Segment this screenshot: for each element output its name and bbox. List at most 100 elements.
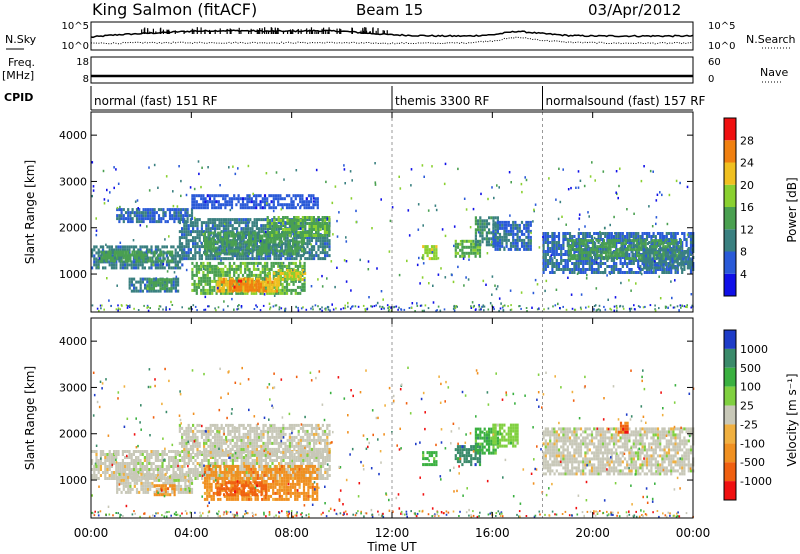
heatmap-cell xyxy=(295,236,298,240)
heatmap-cell xyxy=(645,257,648,261)
heatmap-cell xyxy=(604,262,607,265)
heatmap-speckle xyxy=(192,304,195,307)
heatmap-speckle xyxy=(456,305,458,308)
heatmap-cell xyxy=(223,234,226,238)
heatmap-cell xyxy=(488,216,491,220)
heatmap-cell xyxy=(241,200,245,204)
heatmap-cell xyxy=(219,273,223,277)
heatmap-cell xyxy=(286,275,289,278)
heatmap-cell xyxy=(205,230,208,234)
heatmap-cell xyxy=(268,206,271,210)
heatmap-cell xyxy=(671,248,674,252)
heatmap-cell xyxy=(204,206,207,210)
heatmap-cell xyxy=(606,259,609,262)
heatmap-cell xyxy=(117,471,120,474)
heatmap-cell xyxy=(227,289,230,293)
heatmap-cell xyxy=(104,459,107,462)
heatmap-cell xyxy=(594,245,597,249)
heatmap-cell xyxy=(244,285,247,289)
heatmap-cell xyxy=(193,206,196,210)
heatmap-cell xyxy=(239,206,242,210)
heatmap-cell xyxy=(632,241,635,244)
heatmap-cell xyxy=(617,256,620,259)
heatmap-cell xyxy=(498,247,502,251)
heatmap-cell xyxy=(292,200,295,204)
heatmap-cell xyxy=(422,245,425,249)
heatmap-cell xyxy=(520,244,524,248)
heatmap-cell xyxy=(259,270,262,274)
heatmap-cell xyxy=(277,225,280,228)
heatmap-cell xyxy=(588,265,591,268)
heatmap-cell xyxy=(634,232,638,235)
heatmap-cell xyxy=(242,254,245,258)
heatmap-cell xyxy=(195,267,198,271)
heatmap-cell xyxy=(255,257,258,261)
heatmap-speckle xyxy=(452,307,455,310)
heatmap-cell xyxy=(301,285,304,289)
heatmap-cell xyxy=(621,235,624,238)
heatmap-cell xyxy=(454,254,457,258)
heatmap-cell xyxy=(93,465,96,468)
heatmap-cell xyxy=(597,271,600,274)
heatmap-cell xyxy=(100,253,103,257)
heatmap-speckle xyxy=(101,304,103,307)
heatmap-cell xyxy=(162,211,165,215)
heatmap-cell xyxy=(518,226,521,230)
heatmap-cell xyxy=(496,241,499,245)
noise-right-label: N.Search xyxy=(746,33,796,46)
heatmap-speckle xyxy=(576,272,579,275)
noise-sky-line xyxy=(90,29,694,39)
heatmap-cell xyxy=(544,256,547,259)
heatmap-cell xyxy=(214,218,217,222)
heatmap-speckle xyxy=(134,200,137,203)
heatmap-cell xyxy=(681,241,684,244)
heatmap-speckle xyxy=(132,239,135,242)
heatmap-cell xyxy=(229,279,232,283)
heatmap-cell xyxy=(304,248,307,252)
heatmap-cell xyxy=(461,245,464,249)
heatmap-cell xyxy=(599,265,602,268)
heatmap-cell xyxy=(689,235,693,238)
heatmap-cell xyxy=(582,259,585,262)
heatmap-cell xyxy=(288,203,291,207)
heatmap-cell xyxy=(104,465,107,468)
heatmap-cell xyxy=(104,471,107,474)
heatmap-cell xyxy=(308,251,311,255)
heatmap-speckle xyxy=(496,184,498,187)
heatmap-speckle xyxy=(211,226,214,230)
heatmap-cell xyxy=(204,264,207,268)
heatmap-cell xyxy=(171,217,174,221)
heatmap-cell xyxy=(672,235,675,238)
heatmap-cell xyxy=(146,280,149,284)
heatmap-cell xyxy=(498,232,502,236)
heatmap-speckle xyxy=(388,305,390,308)
heatmap-cell xyxy=(645,271,649,274)
heatmap-cell xyxy=(618,254,621,258)
heatmap-cell xyxy=(122,250,125,254)
heatmap-cell xyxy=(176,254,179,258)
heatmap-cell xyxy=(181,263,184,267)
heatmap-speckle xyxy=(444,276,447,279)
heatmap-cell xyxy=(544,265,547,268)
heatmap-cell xyxy=(259,206,262,210)
heatmap-cell xyxy=(516,238,519,242)
heatmap-speckle xyxy=(673,306,676,309)
heatmap-cell xyxy=(308,228,311,231)
heatmap-cell xyxy=(250,273,253,277)
heatmap-speckle xyxy=(481,305,483,308)
heatmap-speckle xyxy=(398,175,400,178)
heatmap-cell xyxy=(279,278,282,281)
heatmap-cell xyxy=(578,248,581,252)
heatmap-cell xyxy=(159,248,162,252)
heatmap-cell xyxy=(306,251,309,255)
heatmap-cell xyxy=(305,203,308,207)
heatmap-cell xyxy=(107,253,110,257)
heatmap-cell xyxy=(689,253,693,256)
heatmap-cell xyxy=(274,273,278,277)
heatmap-speckle xyxy=(293,222,296,225)
heatmap-cell xyxy=(108,474,111,477)
heatmap-cell xyxy=(615,241,618,244)
heatmap-cell xyxy=(477,243,480,247)
heatmap-cell xyxy=(192,221,195,225)
heatmap-cell xyxy=(193,264,196,268)
